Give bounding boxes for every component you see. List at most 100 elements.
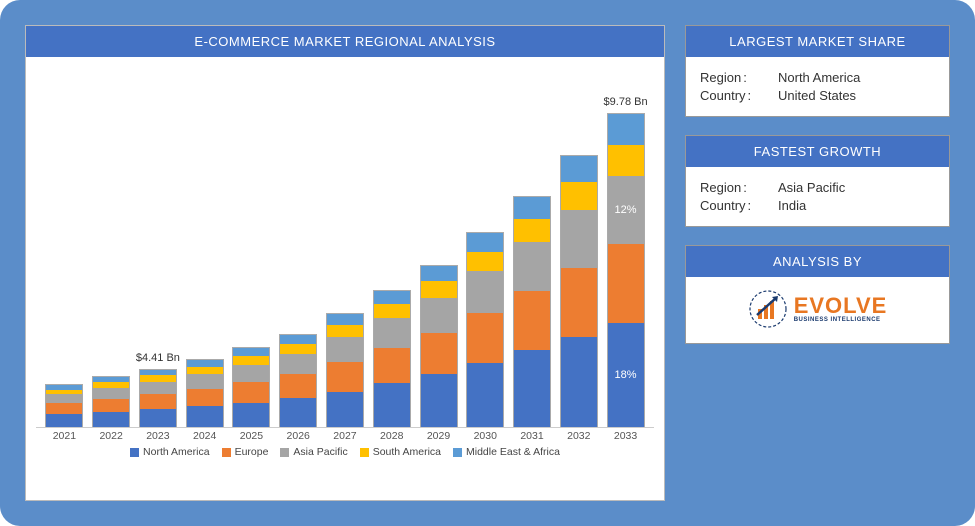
x-label: 2021 — [45, 430, 83, 442]
bar-segment — [280, 335, 316, 344]
bar-segment — [561, 182, 597, 209]
bar-segment — [374, 383, 410, 427]
fastest-growth-card: FASTEST GROWTH Region Asia Pacific Count… — [685, 135, 950, 227]
x-label: 2033 — [607, 430, 645, 442]
bar-stack — [420, 265, 458, 427]
legend-item: Europe — [222, 446, 269, 458]
x-label: 2025 — [232, 430, 270, 442]
bar-group — [232, 347, 270, 427]
legend-label: Asia Pacific — [293, 446, 347, 458]
bar-segment — [561, 268, 597, 337]
legend-swatch — [130, 448, 139, 457]
bar-segment — [514, 350, 550, 427]
bar-stack — [373, 290, 411, 427]
bar-segment — [421, 374, 457, 427]
bar-segment — [608, 114, 644, 145]
bar-group — [45, 384, 83, 427]
largest-country-label: Country — [700, 88, 772, 103]
legend-item: Asia Pacific — [280, 446, 347, 458]
bar-segment — [374, 291, 410, 304]
bar-segment — [327, 337, 363, 362]
x-axis: 2021202220232024202520262027202820292030… — [36, 427, 654, 442]
largest-region-row: Region North America — [700, 70, 935, 85]
bar-segment — [514, 197, 550, 219]
bar-segment — [327, 325, 363, 337]
x-label: 2022 — [92, 430, 130, 442]
bar-segment — [280, 354, 316, 375]
bar-segment — [233, 348, 269, 356]
bar-segment — [514, 242, 550, 291]
logo-main: EVOLVE — [794, 295, 888, 317]
legend-label: Middle East & Africa — [466, 446, 560, 458]
bar-group — [92, 376, 130, 427]
bar-segment — [561, 156, 597, 182]
bar-stack — [232, 347, 270, 427]
bar-stack — [45, 384, 83, 427]
analysis-by-card: ANALYSIS BY EVOLVE BUSINESS INTELLIGENCE — [685, 245, 950, 344]
x-label: 2028 — [373, 430, 411, 442]
bar-segment — [93, 388, 129, 399]
bar-segment — [374, 318, 410, 348]
bar-segment — [561, 210, 597, 268]
bar-segment — [140, 409, 176, 427]
bar-segment — [467, 233, 503, 252]
bar-segment — [187, 389, 223, 407]
bar-segment — [233, 382, 269, 403]
x-label: 2029 — [420, 430, 458, 442]
bar-group — [279, 334, 317, 427]
legend-swatch — [360, 448, 369, 457]
largest-region-label: Region — [700, 70, 772, 85]
bar-group — [326, 313, 364, 427]
bar-segment — [280, 398, 316, 427]
x-label: 2023 — [139, 430, 177, 442]
chart-panel: E-COMMERCE MARKET REGIONAL ANALYSIS $4.4… — [25, 25, 665, 501]
bar-segment — [608, 145, 644, 176]
largest-country-row: Country United States — [700, 88, 935, 103]
bar-segment — [233, 403, 269, 427]
bar-segment — [327, 362, 363, 392]
bar-segment — [467, 252, 503, 272]
bar-segment — [187, 406, 223, 427]
bar-segment — [280, 374, 316, 398]
fastest-country-value: India — [778, 198, 806, 213]
bar-group — [560, 155, 598, 427]
bar-segment — [327, 392, 363, 427]
chart-title: E-COMMERCE MARKET REGIONAL ANALYSIS — [26, 26, 664, 57]
bar-stack — [560, 155, 598, 427]
largest-share-card: LARGEST MARKET SHARE Region North Americ… — [685, 25, 950, 117]
legend-label: Europe — [235, 446, 269, 458]
bar-segment — [233, 365, 269, 383]
fastest-region-value: Asia Pacific — [778, 180, 845, 195]
bar-segment — [561, 337, 597, 427]
x-label: 2031 — [513, 430, 551, 442]
bar-segment — [467, 313, 503, 363]
logo-sub: BUSINESS INTELLIGENCE — [794, 317, 888, 323]
x-label: 2032 — [560, 430, 598, 442]
x-label: 2026 — [279, 430, 317, 442]
evolve-logo-icon — [748, 289, 788, 329]
callout-label: $9.78 Bn — [604, 96, 648, 108]
bar-segment — [514, 291, 550, 350]
x-label: 2027 — [326, 430, 364, 442]
logo-text: EVOLVE BUSINESS INTELLIGENCE — [794, 295, 888, 323]
bar-segment — [46, 403, 82, 414]
bar-stack — [513, 196, 551, 427]
legend-label: South America — [373, 446, 441, 458]
bar-segment — [608, 244, 644, 323]
chart-body: $4.41 Bn18%12%$9.78 Bn 20212022202320242… — [26, 57, 664, 500]
bar-segment — [421, 281, 457, 297]
bar-segment — [187, 367, 223, 375]
bar-stack — [279, 334, 317, 427]
legend: North America Europe Asia Pacific South Ame… — [36, 442, 654, 464]
bar-group: 18%12%$9.78 Bn — [607, 113, 645, 427]
pct-label: 12% — [615, 204, 637, 216]
bar-stack — [92, 376, 130, 427]
fastest-region-row: Region Asia Pacific — [700, 180, 935, 195]
bar-segment — [187, 360, 223, 367]
fastest-country-label: Country — [700, 198, 772, 213]
fastest-region-label: Region — [700, 180, 772, 195]
legend-label: North America — [143, 446, 210, 458]
legend-item: South America — [360, 446, 441, 458]
x-label: 2030 — [466, 430, 504, 442]
bar-group — [186, 359, 224, 427]
